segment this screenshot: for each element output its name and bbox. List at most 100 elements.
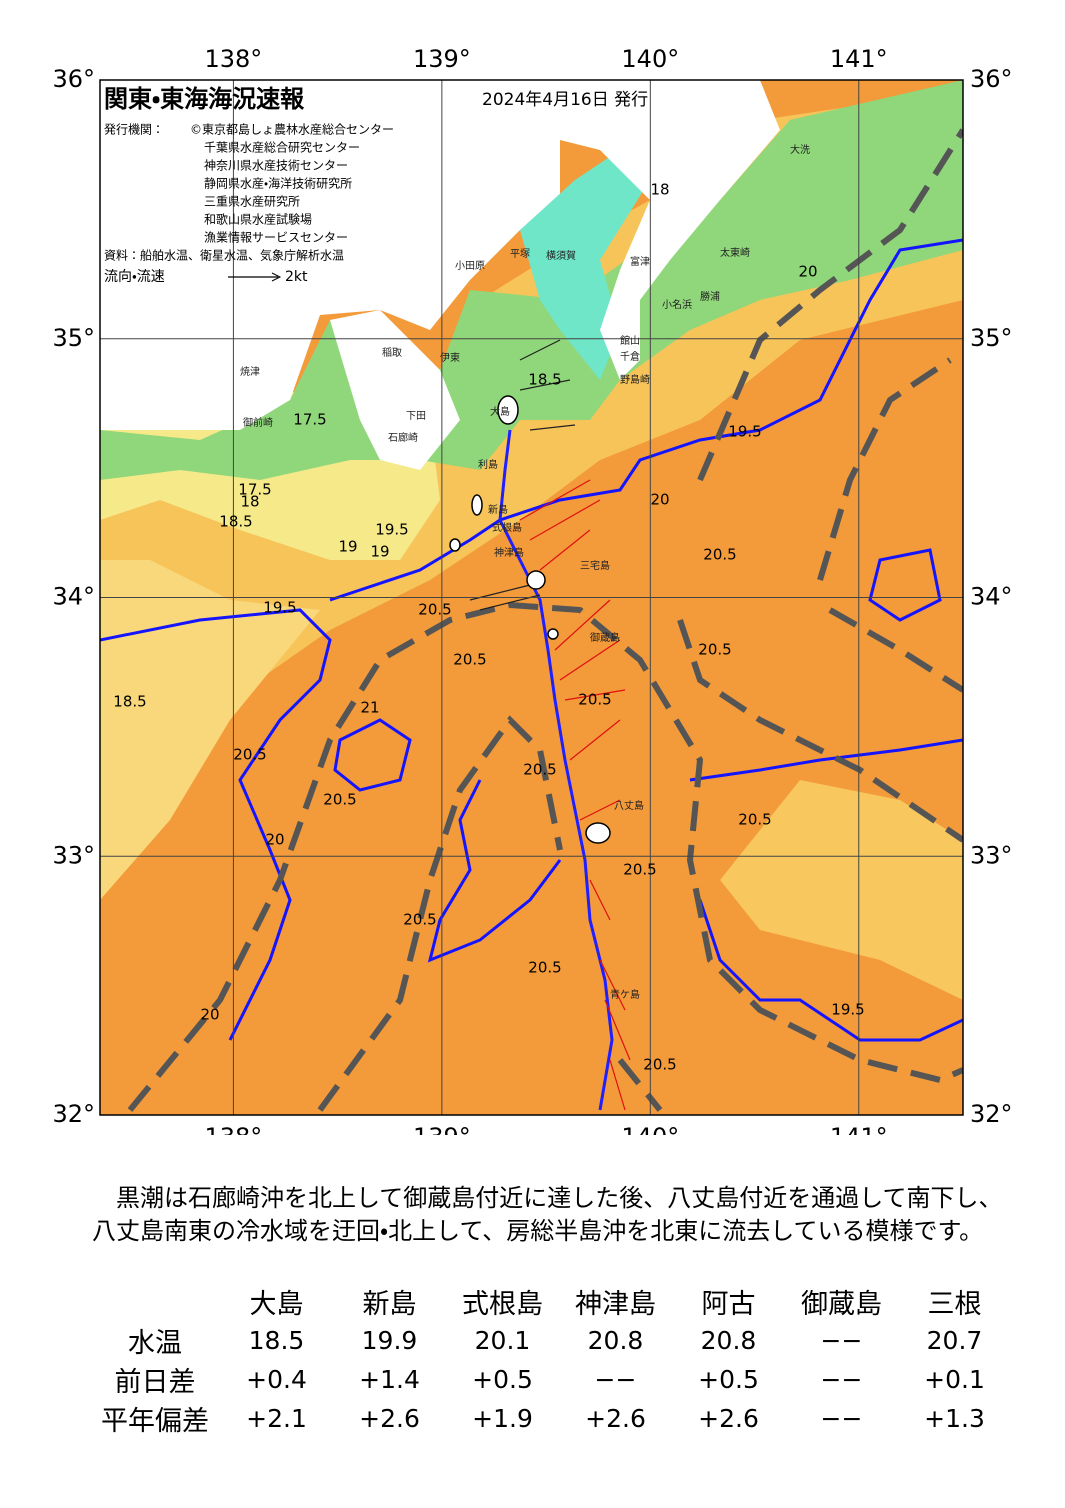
place-name: 式根島 <box>492 521 522 534</box>
issue-date: 2024年4月16日 発行 <box>482 90 648 110</box>
issuer: 漁業情報サービスセンター <box>204 231 348 245</box>
land <box>560 80 780 380</box>
isotherms <box>100 238 963 1042</box>
place-name: 横須賀 <box>546 249 576 262</box>
contour-label: 20.5 <box>578 691 611 709</box>
cell: +1.4 <box>359 1365 420 1394</box>
row-header: 前日差 <box>114 1367 196 1398</box>
place-name: 大洗 <box>790 143 810 156</box>
place-name: 三宅島 <box>580 559 610 572</box>
contour-label: 19.5 <box>831 1001 864 1019</box>
place-name: 八丈島 <box>614 799 644 812</box>
cell: +0.5 <box>698 1365 759 1394</box>
cell: 19.9 <box>361 1326 418 1355</box>
place-name: 太東崎 <box>720 246 750 259</box>
front-line <box>677 619 963 843</box>
place-name: 館山 <box>620 334 640 347</box>
sst-table: 大島 新島 式根島 神津島 阿古 御蔵島 三根 水温 18.5 19.9 20.1 20.8 20.8 −… <box>90 1282 1011 1438</box>
map-title: 関東・東海海況速報 <box>104 85 305 113</box>
contour-label: 20.5 <box>698 641 731 659</box>
place-name: 新島 <box>488 503 508 516</box>
lon-tick-label: 138° <box>205 45 263 73</box>
issuer-label: 発行機関： <box>104 123 164 137</box>
kuroshio-axis <box>498 429 614 1111</box>
column-header: 三根 <box>927 1289 982 1320</box>
contour-label: 20.5 <box>738 811 771 829</box>
flow-legend: 流向・流速 <box>104 269 165 285</box>
contour-label: 20 <box>650 491 669 509</box>
flow-vector <box>469 339 576 611</box>
contour-label: 19.5 <box>375 521 408 539</box>
place-name: 伊東 <box>440 351 460 364</box>
cell: 20.8 <box>700 1326 757 1355</box>
contour-label: 20.5 <box>323 791 356 809</box>
issuer: 静岡県水産・海洋技術研究所 <box>204 176 352 191</box>
lon-tick-label: 138° <box>205 1123 263 1135</box>
place-name: 石廊崎 <box>388 431 418 444</box>
lat-tick-label: 32° <box>52 1100 95 1128</box>
place-name: 小名浜 <box>662 298 692 311</box>
cell: −− <box>820 1365 863 1394</box>
lat-tick-label: 34° <box>52 583 95 611</box>
column-header: 式根島 <box>462 1289 543 1320</box>
place-name: 利島 <box>478 458 498 471</box>
isotherm <box>689 738 963 782</box>
lat-tick-label: 35° <box>970 324 1013 352</box>
place-name: 勝浦 <box>700 290 720 303</box>
contour-label: 20.5 <box>623 861 656 879</box>
front-line <box>697 128 963 482</box>
lat-tick-label: 32° <box>970 1100 1013 1128</box>
contour-label: 21 <box>360 699 379 717</box>
contour-label: 20.5 <box>418 601 451 619</box>
lon-tick-label: 140° <box>621 45 679 73</box>
cell: +0.4 <box>246 1365 307 1394</box>
issuer: ©東京都島しょ農林水産総合センター <box>190 122 394 137</box>
row-header: 平年偏差 <box>101 1406 209 1437</box>
contour-label: 20 <box>798 263 817 281</box>
cell: +2.6 <box>585 1404 646 1433</box>
row-header: 水温 <box>128 1328 182 1359</box>
cell: 20.7 <box>926 1326 983 1355</box>
flow-vector <box>519 479 631 1111</box>
island <box>471 494 483 516</box>
islands <box>449 395 611 844</box>
column-header: 阿古 <box>701 1289 756 1320</box>
contour-label: 18.5 <box>528 371 561 389</box>
place-name: 御前崎 <box>243 416 273 429</box>
island <box>497 395 519 425</box>
issuer: 千葉県水産総合研究センター <box>204 140 360 155</box>
isotherm <box>698 899 963 1042</box>
contour-label: 20.5 <box>453 651 486 669</box>
land <box>100 80 560 430</box>
flow-vectors <box>519 479 631 1111</box>
place-name: 御蔵島 <box>590 631 620 644</box>
contour-label: 20.5 <box>233 746 266 764</box>
contour-label: 20.5 <box>523 761 556 779</box>
cell: +0.5 <box>472 1365 533 1394</box>
column-header: 御蔵島 <box>801 1289 882 1320</box>
cell: −− <box>820 1404 863 1433</box>
cell: +0.1 <box>924 1365 985 1394</box>
contour-label: 20.5 <box>643 1056 676 1074</box>
flow-legend-arrowhead <box>271 272 282 282</box>
front-line <box>817 357 952 581</box>
cell: +2.6 <box>698 1404 759 1433</box>
place-name: 焼津 <box>240 366 260 378</box>
contour-label: 18.5 <box>113 693 146 711</box>
contour-label: 19 <box>338 538 357 556</box>
table-row: 水温 18.5 19.9 20.1 20.8 20.8 −− 20.7 <box>90 1321 1011 1360</box>
lon-tick-label: 139° <box>413 1123 471 1135</box>
contour-label: 17.5 <box>238 481 271 499</box>
issuer: 和歌山県水産試験場 <box>204 212 312 227</box>
contour-label: 20 <box>265 831 284 849</box>
island <box>449 538 461 552</box>
contour-label: 17.5 <box>293 411 326 429</box>
cell: 20.1 <box>474 1326 531 1355</box>
lat-tick-label: 35° <box>52 324 95 352</box>
island <box>585 822 611 844</box>
place-name: 平塚 <box>510 248 530 260</box>
table-row: 平年偏差 +2.1 +2.6 +1.9 +2.6 +2.6 −− +1.3 <box>90 1399 1011 1438</box>
island <box>526 570 546 590</box>
isotherm <box>329 238 963 602</box>
